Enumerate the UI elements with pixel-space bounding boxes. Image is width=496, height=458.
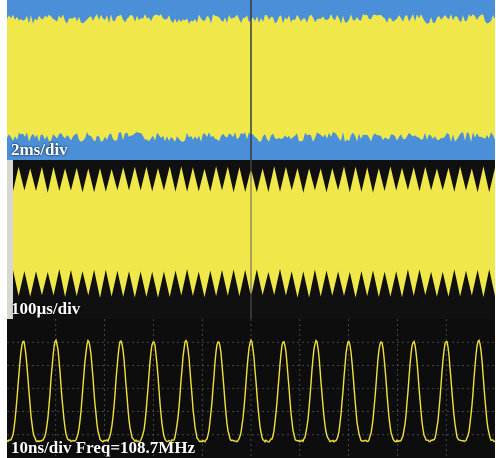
scope-trace-100us (7, 160, 495, 319)
timebase-label-100us: 100µs/div (11, 299, 81, 318)
timebase-label-10ns: 10ns/div Freq=108.7MHz (11, 438, 196, 457)
scope-trace-2ms (7, 0, 495, 160)
oscilloscope-figure: 2ms/div 100µs/div 10ns/div Freq=108.7MHz (7, 0, 495, 458)
left-edge-strip (7, 160, 13, 319)
timebase-label-2ms: 2ms/div (11, 140, 68, 159)
scope-panel-10ns: 10ns/div Freq=108.7MHz (7, 319, 495, 458)
scope-trace-10ns (7, 319, 495, 458)
scope-panel-100us: 100µs/div (7, 160, 495, 319)
signal-trace (7, 338, 495, 444)
scope-panel-2ms: 2ms/div (7, 0, 495, 160)
